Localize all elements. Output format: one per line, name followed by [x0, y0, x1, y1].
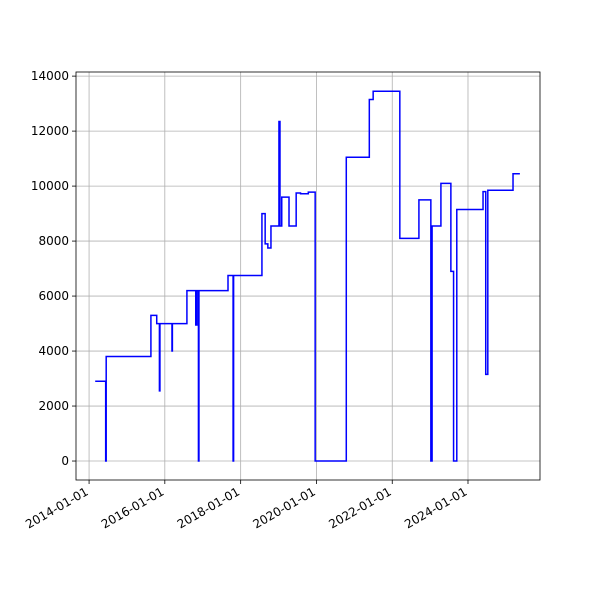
y-tick-label: 4000	[38, 344, 69, 358]
y-tick-label: 6000	[38, 289, 69, 303]
x-tick-label: 2022-01-01	[326, 484, 393, 531]
y-tick-label: 2000	[38, 399, 69, 413]
y-tick-label: 12000	[31, 124, 69, 138]
x-tick-label: 2020-01-01	[250, 484, 317, 531]
y-tick-label: 8000	[38, 234, 69, 248]
y-tick-label: 10000	[31, 179, 69, 193]
x-tick-label: 2014-01-01	[23, 484, 90, 531]
plot-frame	[75, 71, 541, 481]
x-tick-label: 2016-01-01	[99, 484, 166, 531]
y-tick-label: 14000	[31, 69, 69, 83]
x-tick-label: 2018-01-01	[175, 484, 242, 531]
x-tick-label: 2024-01-01	[402, 484, 469, 531]
data-line	[95, 90, 520, 462]
y-tick-label: 0	[61, 454, 69, 468]
